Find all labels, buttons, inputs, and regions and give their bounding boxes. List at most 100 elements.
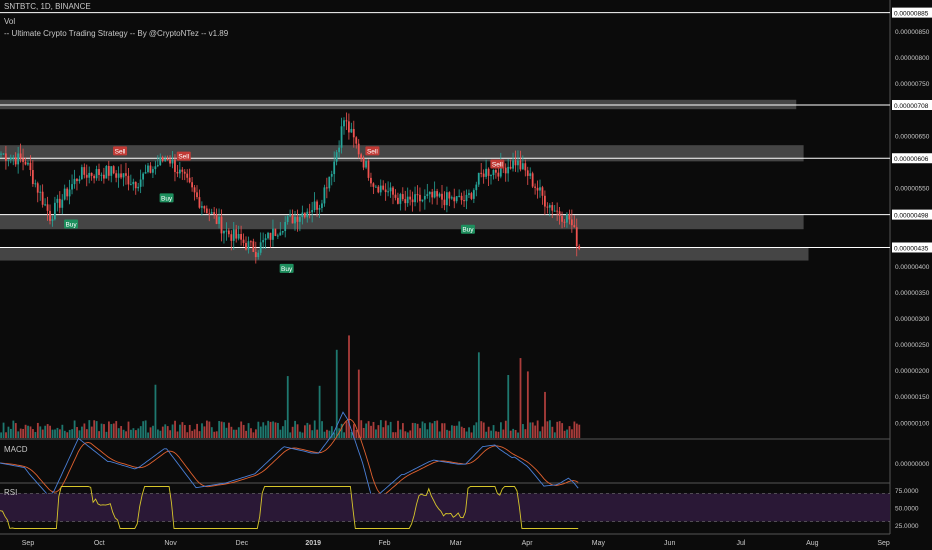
candle-body [372,183,375,187]
volume-bar [384,420,387,438]
price-axis-tick: 0.00000200 [895,368,930,375]
volume-bar [34,432,37,438]
volume-bar [76,427,78,438]
time-axis-tick: Jul [737,540,746,547]
volume-bar [279,429,282,438]
candle-body [134,181,137,189]
volume-bar [252,432,255,438]
candle-body [61,199,64,208]
candle-body [468,193,470,195]
volume-bar [519,358,522,438]
candle-body [46,204,49,211]
volume-bar [90,426,93,438]
volume-bar [316,429,319,438]
buy-signal-label [460,224,475,234]
volume-bar [63,430,66,438]
volume-bar [49,425,51,438]
candle-body [392,187,394,195]
time-axis-tick: 2019 [305,540,321,547]
candle-body [188,177,191,183]
candle-body [215,214,218,224]
volume-bar [355,429,358,438]
candle-body [370,177,372,184]
volume-bar [210,427,213,438]
candle-body [166,159,169,161]
volume-bar [406,432,409,438]
candle-body [497,172,500,177]
volume-bar [174,420,176,438]
volume-bar [269,421,272,438]
time-axis-tick: Mar [450,540,463,547]
volume-bar [103,424,105,438]
candle-body [115,173,118,178]
volume-bar [68,429,71,438]
volume-bar [379,420,382,438]
support-resistance-zone [0,145,804,162]
candle-body [27,162,29,165]
candle-body [387,191,389,193]
candle-body [512,160,514,169]
volume-bar [5,432,7,438]
volume-bar [206,420,208,438]
candle-body [426,194,429,196]
candle-body [416,194,419,196]
candle-body [58,198,61,208]
candle-body [154,166,157,170]
volume-bar [29,426,32,438]
volume-bar [313,420,316,438]
volume-bar [299,431,301,438]
candle-body [350,128,353,133]
candle-body [68,189,71,197]
price-level-tag-text: 0.00000885 [894,11,929,18]
buy-signal-label [64,219,79,229]
volume-bar [230,426,233,438]
volume-bar [188,424,191,438]
signal-label-text: Sell [367,148,378,155]
volume-bar [157,429,159,438]
volume-bar [343,432,345,438]
volume-bar [490,430,492,438]
candle-body [514,160,517,166]
candle-body [247,241,250,250]
candle-body [531,173,534,187]
volume-bar [164,424,167,438]
candle-body [345,120,348,122]
volume-bar [438,431,441,438]
volume-bar [235,429,238,438]
candle-body [362,158,365,168]
candle-body [274,228,277,236]
candle-body [100,174,103,176]
candle-body [404,199,407,204]
price-level-tag [892,7,932,18]
candle-body [149,165,152,173]
volume-bar [108,421,110,438]
candle-body [73,178,76,185]
candle-body [245,242,247,250]
support-resistance-zone [0,247,809,261]
volume-bar [441,423,443,438]
candle-body [198,197,201,208]
candle-body [421,199,424,202]
volume-bar [463,428,466,438]
volume-bar [105,431,108,438]
candle-body [0,153,2,155]
price-level-tag-text: 0.00000606 [894,156,929,163]
candle-body [105,165,108,179]
time-axis-tick: Apr [522,540,534,547]
volume-bar [397,420,399,438]
volume-bar [578,424,581,438]
volume-bar [223,422,225,438]
candle-body [156,165,159,167]
candle-body [409,196,412,200]
volume-bar [181,422,184,438]
candle-body [250,241,252,243]
volume-bar [455,425,458,438]
price-axis-tick: 0.00000850 [895,29,930,36]
candle-body [517,160,519,166]
volume-bar [259,426,262,438]
price-level-tag-text: 0.00000708 [894,103,929,110]
candle-body [205,208,208,214]
rsi-axis-tick: 25.0000 [895,523,919,530]
rsi-label: RSI [4,488,18,497]
